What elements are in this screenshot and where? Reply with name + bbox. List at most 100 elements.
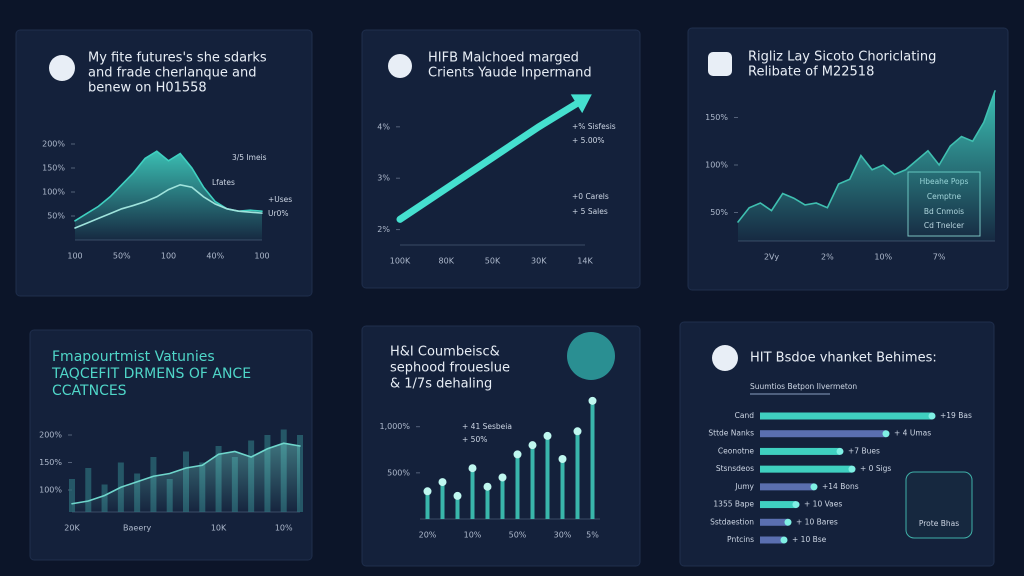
bar: [500, 477, 505, 519]
bar: [515, 454, 520, 519]
bar-annotation: +7 Bues: [848, 446, 880, 455]
x-tick-label: 100: [161, 252, 176, 261]
y-tick-label: Cand: [735, 411, 755, 420]
y-tick-label: 150%: [705, 113, 728, 122]
x-tick-label: 10%: [275, 524, 293, 533]
icon: [388, 54, 412, 78]
bar-top-dot: [468, 464, 477, 473]
y-tick-label: 200%: [39, 431, 62, 440]
bar-top-dot: [573, 427, 582, 436]
x-tick-label: 100: [254, 252, 269, 261]
x-tick-label: 30%: [554, 531, 572, 540]
y-tick-label: 100%: [39, 486, 62, 495]
bar: [760, 518, 788, 526]
bar: [560, 459, 565, 519]
x-tick-label: 10K: [211, 524, 227, 533]
bar: [470, 468, 475, 519]
bar-top-dot: [528, 441, 537, 450]
x-tick-label: 50K: [485, 257, 501, 266]
annotation: + 5 Sales: [572, 207, 608, 216]
panel-title: My fite futures's she sdarks: [88, 51, 267, 66]
bar: [69, 479, 75, 512]
badge-label: Prote Bhas: [919, 519, 959, 528]
area: [75, 151, 262, 240]
x-tick-label: 50%: [113, 252, 131, 261]
y-tick-label: Jumy: [734, 482, 754, 491]
bar-annotation: +19 Bas: [940, 411, 972, 420]
bar: [440, 482, 445, 519]
y-tick-label: 500%: [387, 468, 410, 477]
x-tick-label: 100K: [390, 257, 411, 266]
x-tick-label: 2Vy: [764, 253, 779, 262]
icon: [49, 55, 75, 81]
panel-title: sephood froueslue: [390, 361, 510, 376]
panel-title: CCATNCES: [52, 383, 127, 399]
bar: [760, 412, 932, 420]
y-tick-label: 2%: [377, 225, 390, 234]
y-tick-label: 50%: [710, 208, 728, 217]
panel-title: HIT Bsdoe vhanket Behimes:: [750, 351, 937, 366]
bar: [590, 400, 595, 519]
panel: [361, 29, 641, 289]
x-tick-label: 7%: [933, 253, 946, 262]
panel-title: Relibate of M22518: [748, 65, 874, 80]
bar-end-dot: [836, 447, 844, 455]
bar-annotation: +14 Bons: [822, 482, 859, 491]
bar-top-dot: [438, 478, 447, 487]
y-tick-label: 1355 Bape: [713, 500, 754, 509]
annotation: + 41 Sesbeia: [462, 422, 512, 431]
panel-title: and frade cherlanque and: [88, 66, 257, 81]
y-tick-label: Sttde Nanks: [708, 429, 754, 438]
bar-end-dot: [882, 430, 890, 438]
panel-title: HIFB Malchoed marged: [428, 51, 579, 66]
line: [396, 95, 589, 223]
x-tick-label: 20%: [419, 531, 437, 540]
bar: [760, 447, 840, 455]
panel-title: TAQCEFIT DRMENS OF ANCE: [51, 366, 251, 382]
x-tick-label: 50%: [509, 531, 527, 540]
bar-annotation: + 10 Vaes: [804, 500, 842, 509]
arrow-head: [570, 94, 592, 114]
bar-top-dot: [453, 491, 462, 500]
bar-top-dot: [543, 431, 552, 440]
y-tick-label: Sstdaestion: [710, 517, 754, 526]
bar-end-dot: [848, 465, 856, 473]
y-tick-label: Stsnsdeos: [716, 464, 754, 473]
annotation: + 50%: [462, 435, 487, 444]
y-tick-label: 150%: [42, 164, 65, 173]
y-tick-label: 200%: [42, 140, 65, 149]
x-tick-label: 80K: [439, 257, 455, 266]
y-tick-label: Pntcins: [727, 535, 754, 544]
badge-icon: [567, 332, 615, 380]
bar: [530, 445, 535, 519]
bar: [760, 430, 886, 438]
y-tick-label: 1,000%: [379, 422, 410, 431]
bar-end-dot: [780, 536, 788, 544]
bar: [455, 495, 460, 519]
icon: [712, 345, 738, 371]
bar: [760, 483, 814, 491]
annotation: +% Sisfesis: [572, 122, 616, 131]
bar: [425, 491, 430, 519]
bar: [85, 468, 92, 512]
x-tick-label: Baeery: [123, 524, 152, 533]
bar-annotation: + 10 Bares: [796, 517, 838, 526]
x-tick-label: 40%: [206, 252, 224, 261]
bar: [760, 465, 852, 473]
badge-box: [905, 471, 973, 539]
annotation: + 5.00%: [572, 136, 605, 145]
bar-annotation: + 0 Sigs: [860, 464, 891, 473]
x-tick-label: 10%: [874, 253, 892, 262]
panel-title: benew on H01558: [88, 81, 207, 96]
panel-title: Crients Yaude Inpermand: [428, 66, 592, 81]
x-tick-label: 5%: [586, 531, 599, 540]
y-tick-label: 4%: [377, 122, 390, 131]
bar: [760, 536, 784, 544]
y-tick-label: 3%: [377, 174, 390, 183]
y-tick-label: 150%: [39, 458, 62, 467]
panel-title: Fmapourtmist Vatunies: [52, 349, 215, 365]
line: [74, 183, 263, 229]
annotation: Ur0%: [268, 209, 288, 218]
panel: [361, 325, 641, 567]
panel-title: H&I Coumbeisc&: [390, 345, 500, 360]
